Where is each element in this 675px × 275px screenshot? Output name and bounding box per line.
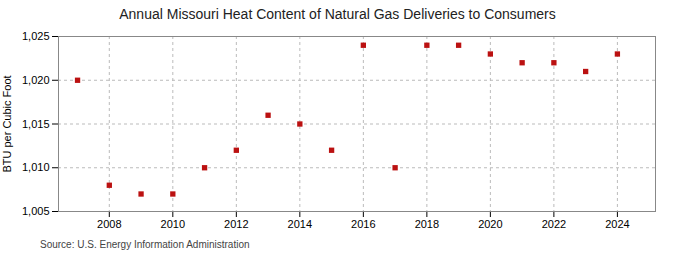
svg-text:2010: 2010 [161, 218, 185, 230]
svg-text:1,020: 1,020 [22, 74, 50, 86]
svg-text:2022: 2022 [542, 218, 566, 230]
svg-text:1,010: 1,010 [22, 161, 50, 173]
svg-text:2008: 2008 [97, 218, 121, 230]
svg-text:2016: 2016 [351, 218, 375, 230]
svg-text:1,005: 1,005 [22, 205, 50, 217]
svg-text:1,025: 1,025 [22, 30, 50, 42]
svg-text:2018: 2018 [415, 218, 439, 230]
svg-text:2024: 2024 [605, 218, 629, 230]
html-text:Annual Missouri Heat Content o: Annual Missouri Heat Content of Natural … [119, 6, 556, 22]
svg-text:2020: 2020 [478, 218, 502, 230]
svg-text:2012: 2012 [224, 218, 248, 230]
html-text:Source: U.S. Energy Informatio: Source: U.S. Energy Information Administ… [40, 239, 250, 250]
svg-text:1,015: 1,015 [22, 118, 50, 130]
svg-text:2014: 2014 [288, 218, 312, 230]
svg-text:BTU per Cubic Foot: BTU per Cubic Foot [1, 75, 13, 172]
